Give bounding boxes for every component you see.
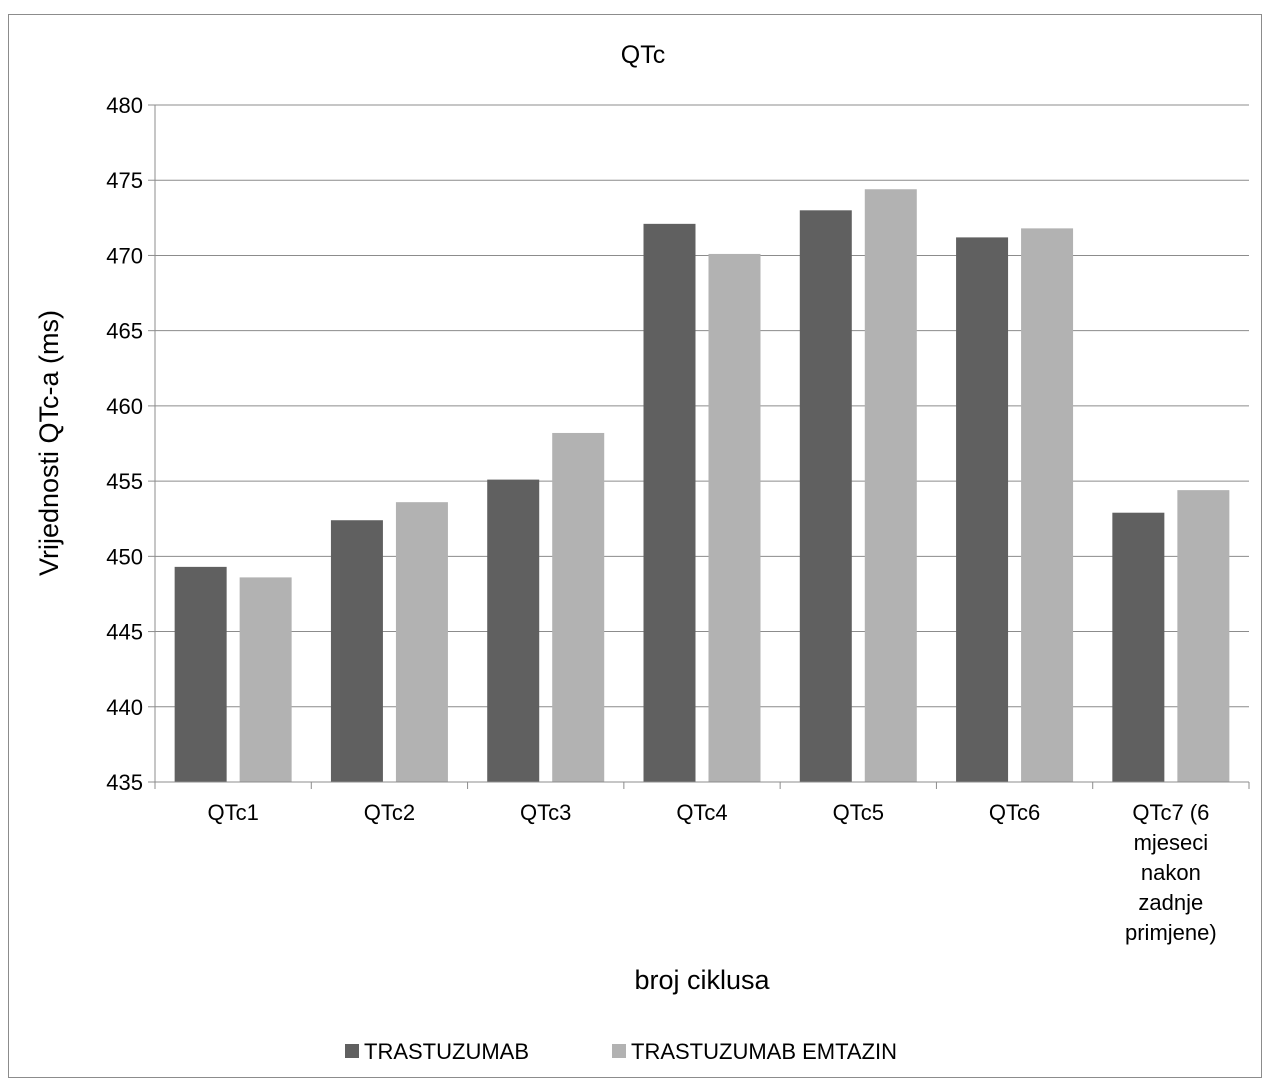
bar-trastuzumab: [330, 520, 383, 782]
y-axis-title: Vrijednosti QTc-a (ms): [34, 310, 64, 576]
x-category-label: QTc3: [520, 800, 571, 825]
bar-trastuzumab-emtazin: [1177, 490, 1230, 782]
y-tick-label: 470: [106, 243, 143, 268]
x-category-label: zadnje: [1138, 890, 1203, 915]
y-tick-label: 475: [106, 168, 143, 193]
y-tick-label: 440: [106, 695, 143, 720]
y-tick-label: 445: [106, 620, 143, 645]
bar-trastuzumab-emtazin: [1021, 228, 1074, 782]
bar-trastuzumab: [1112, 512, 1165, 782]
bar-trastuzumab: [799, 210, 852, 783]
x-category-label: QTc2: [364, 800, 415, 825]
bar-trastuzumab: [487, 479, 540, 782]
bar-trastuzumab: [643, 223, 696, 783]
x-category-label: primjene): [1125, 920, 1217, 945]
x-category-label: nakon: [1141, 860, 1201, 885]
x-category-label: QTc1: [207, 800, 258, 825]
legend-label: TRASTUZUMAB: [364, 1039, 529, 1064]
y-tick-label: 450: [106, 544, 143, 569]
y-tick-label: 465: [106, 319, 143, 344]
x-category-label: QTc7 (6: [1132, 800, 1209, 825]
gridlines: [155, 104, 1249, 783]
legend: TRASTUZUMAB TRASTUZUMAB EMTAZIN: [345, 1039, 897, 1064]
bar-trastuzumab: [956, 237, 1009, 782]
x-category-label: QTc6: [989, 800, 1040, 825]
bar-trastuzumab-emtazin: [395, 502, 448, 782]
bar-trastuzumab-emtazin: [864, 189, 917, 782]
y-tick-label: 480: [106, 93, 143, 118]
bar-trastuzumab-emtazin: [239, 577, 292, 782]
x-axis-title: broj ciklusa: [634, 965, 770, 995]
y-tick-label: 460: [106, 394, 143, 419]
x-axis: QTc1 QTc2 QTc3 QTc4 QTc5 QTc6 QTc7 (6 mjeseci na…: [154, 105, 1250, 945]
legend-swatch: [612, 1044, 626, 1058]
chart-title: QTc: [621, 41, 665, 69]
x-category-label: mjeseci: [1134, 830, 1209, 855]
bar-trastuzumab-emtazin: [708, 253, 761, 782]
x-category-label: QTc5: [833, 800, 884, 825]
legend-label: TRASTUZUMAB EMTAZIN: [631, 1039, 897, 1064]
y-axis-ticks: 435 440 445 450 455 460 465 470 475 480: [106, 93, 155, 795]
legend-swatch: [345, 1044, 359, 1058]
bars: [174, 189, 1230, 783]
y-tick-label: 435: [106, 770, 143, 795]
y-tick-label: 455: [106, 469, 143, 494]
bar-trastuzumab-emtazin: [552, 432, 605, 782]
bar-trastuzumab: [174, 566, 227, 782]
x-category-label: QTc4: [676, 800, 727, 825]
